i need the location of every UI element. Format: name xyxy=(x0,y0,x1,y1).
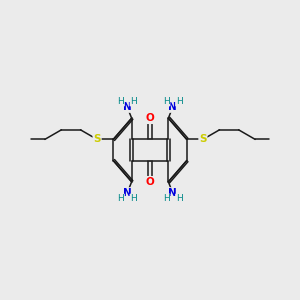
Text: H: H xyxy=(163,194,170,203)
Text: N: N xyxy=(168,188,177,198)
Text: O: O xyxy=(146,113,154,123)
Text: H: H xyxy=(176,194,183,203)
Text: H: H xyxy=(130,97,137,106)
Text: H: H xyxy=(117,97,124,106)
Text: S: S xyxy=(199,134,207,144)
Text: N: N xyxy=(123,188,132,198)
Text: N: N xyxy=(123,102,132,112)
Text: O: O xyxy=(146,177,154,187)
Text: H: H xyxy=(117,194,124,203)
Text: S: S xyxy=(93,134,101,144)
Text: N: N xyxy=(168,102,177,112)
Text: H: H xyxy=(130,194,137,203)
Text: H: H xyxy=(163,97,170,106)
Text: H: H xyxy=(176,97,183,106)
